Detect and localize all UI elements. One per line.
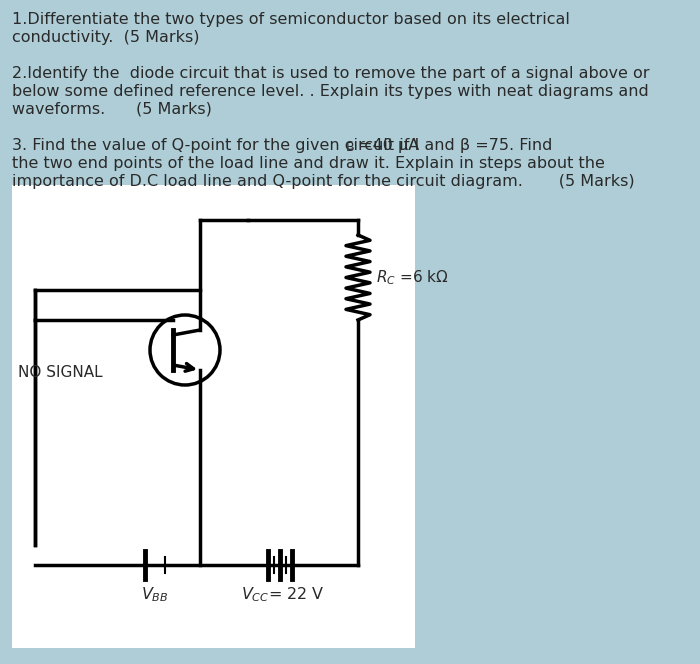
Text: waveforms.      (5 Marks): waveforms. (5 Marks) <box>12 102 212 117</box>
Text: 2.Identify the  diode circuit that is used to remove the part of a signal above : 2.Identify the diode circuit that is use… <box>12 66 650 81</box>
Text: below some defined reference level. . Explain its types with neat diagrams and: below some defined reference level. . Ex… <box>12 84 649 99</box>
Text: $V_{CC}$= 22 V: $V_{CC}$= 22 V <box>241 585 325 604</box>
Text: NO SIGNAL: NO SIGNAL <box>18 365 103 380</box>
Text: $V_{BB}$: $V_{BB}$ <box>141 585 169 604</box>
Text: =40 μA and β =75. Find: =40 μA and β =75. Find <box>354 138 552 153</box>
Text: the two end points of the load line and draw it. Explain in steps about the: the two end points of the load line and … <box>12 156 605 171</box>
Text: 1.Differentiate the two types of semiconductor based on its electrical: 1.Differentiate the two types of semicon… <box>12 12 570 27</box>
Text: B: B <box>346 141 355 154</box>
Bar <box>12 185 415 648</box>
Text: $R_C$ =6 k$\Omega$: $R_C$ =6 k$\Omega$ <box>376 268 449 287</box>
Text: 3. Find the value of Q-point for the given circuit if I: 3. Find the value of Q-point for the giv… <box>12 138 419 153</box>
Text: importance of D.C load line and Q-point for the circuit diagram.       (5 Marks): importance of D.C load line and Q-point … <box>12 174 635 189</box>
Text: conductivity.  (5 Marks): conductivity. (5 Marks) <box>12 30 199 45</box>
